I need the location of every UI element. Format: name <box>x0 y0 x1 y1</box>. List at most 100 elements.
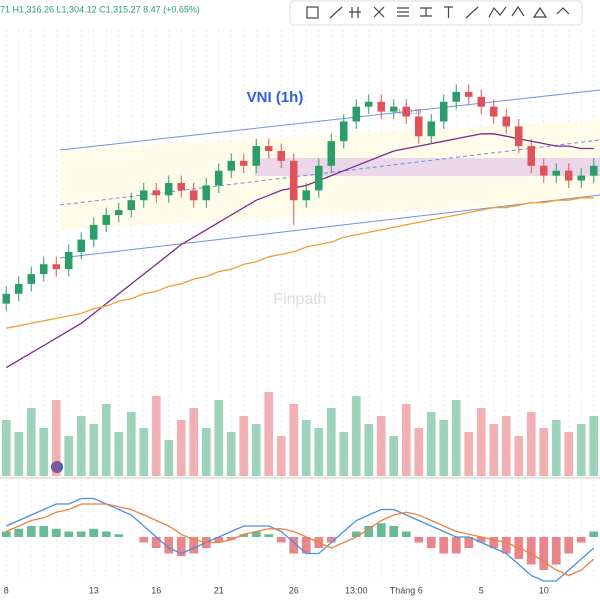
macd-hist <box>451 537 461 554</box>
volume-bar <box>64 436 74 476</box>
volume-bar <box>1 420 11 476</box>
volume-bar <box>564 432 574 476</box>
candle-body <box>352 106 360 122</box>
moving-average <box>5 133 594 369</box>
volume-bar <box>276 436 286 476</box>
tool-line[interactable] <box>329 6 343 19</box>
volume-bar <box>89 424 99 476</box>
candle-body <box>577 175 585 181</box>
volume-bar <box>39 428 49 476</box>
tool-pattern[interactable] <box>511 5 525 17</box>
volume-bar <box>214 400 224 476</box>
macd-hist <box>426 537 436 548</box>
candle-body <box>40 264 48 275</box>
tool-more[interactable] <box>556 7 570 15</box>
tool-fib[interactable] <box>397 7 409 17</box>
candle-body <box>465 91 473 97</box>
candle-body <box>452 91 460 102</box>
tool-text[interactable] <box>444 6 453 18</box>
volume-bar <box>251 424 261 476</box>
volume-bar <box>514 436 524 476</box>
volume-bar <box>126 412 136 476</box>
candle-body <box>90 224 98 240</box>
volume-bar <box>489 424 499 476</box>
macd-hist <box>189 537 199 554</box>
macd-hist <box>501 537 511 554</box>
event-marker[interactable] <box>51 461 63 473</box>
x-tick-label: 13:00 <box>345 585 368 595</box>
x-tick-label: 13 <box>89 585 99 595</box>
candle-body <box>152 190 160 196</box>
macd-hist <box>351 531 361 537</box>
macd-hist <box>139 537 149 543</box>
macd-hist <box>576 537 586 543</box>
macd-hist <box>101 531 111 537</box>
volume-bar <box>426 412 436 476</box>
candle-body <box>390 106 398 112</box>
candle-body <box>540 165 548 176</box>
x-tick-label: 21 <box>214 585 224 595</box>
tool-range[interactable] <box>420 7 432 17</box>
candle-body <box>215 170 223 186</box>
volume-bar <box>501 416 511 476</box>
macd-hist <box>276 537 286 543</box>
volume-bar <box>176 420 186 476</box>
x-tick-label: Tháng 6 <box>390 585 423 595</box>
candle-body <box>402 106 410 117</box>
candle-body <box>590 165 598 176</box>
tool-ray[interactable] <box>465 6 479 19</box>
candle-body <box>477 96 485 107</box>
candle-body <box>15 283 23 294</box>
volume-bar <box>389 436 399 476</box>
candle-body <box>52 264 60 270</box>
volume-bar <box>339 432 349 476</box>
candle-body <box>427 121 435 137</box>
volume-bar <box>589 416 599 476</box>
x-tick-label: 16 <box>151 585 161 595</box>
volume-bar <box>376 416 386 476</box>
volume-bar <box>539 428 549 476</box>
candle-body <box>127 200 135 211</box>
tool-rect[interactable] <box>306 6 319 19</box>
candle-body <box>2 293 10 304</box>
volume-bar <box>301 420 311 476</box>
macd-hist <box>26 526 36 537</box>
macd-hist <box>226 537 236 540</box>
volume-bar <box>439 420 449 476</box>
candle-body <box>265 146 273 151</box>
candle-body <box>515 126 523 147</box>
macd-hist <box>151 537 161 548</box>
volume-bar <box>26 408 36 476</box>
macd-hist <box>539 537 549 570</box>
tool-triangle[interactable] <box>532 6 548 18</box>
macd-hist <box>164 537 174 554</box>
candle-body <box>490 106 498 117</box>
macd-hist <box>526 537 536 565</box>
candle-body <box>102 215 110 225</box>
macd-hist <box>389 526 399 537</box>
candle-body <box>365 101 373 107</box>
macd-hist <box>251 531 261 537</box>
macd-hist <box>14 528 24 537</box>
macd-hist <box>214 537 224 543</box>
volume-bar <box>201 428 211 476</box>
candle-body <box>327 141 335 166</box>
macd-hist <box>51 528 61 537</box>
candle-body <box>440 101 448 122</box>
candle-body <box>290 160 298 201</box>
macd-hist <box>551 537 561 565</box>
x-tick-label: 8 <box>4 585 9 595</box>
tool-grid[interactable] <box>349 7 361 18</box>
candle-body <box>240 160 248 166</box>
tool-cross[interactable] <box>373 6 385 18</box>
candle-body <box>77 239 85 252</box>
tool-path[interactable] <box>488 6 507 18</box>
candle-body <box>502 116 510 127</box>
volume-bar <box>289 404 299 476</box>
macd-hist <box>264 534 274 537</box>
macd-hist <box>176 537 186 557</box>
candle-body <box>565 170 573 181</box>
volume-bar <box>239 416 249 476</box>
candle-body <box>27 274 35 284</box>
